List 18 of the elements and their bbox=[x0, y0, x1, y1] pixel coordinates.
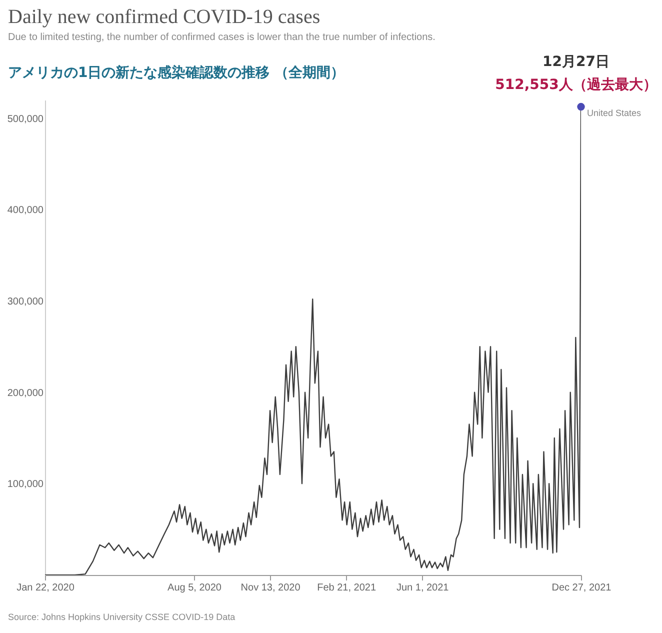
series-label: United States bbox=[587, 108, 642, 118]
x-tick-label: Nov 13, 2020 bbox=[240, 582, 301, 594]
x-tick-label: Dec 27, 2021 bbox=[552, 582, 612, 594]
source-note: Source: Johns Hopkins University CSSE COVID-19 Data bbox=[8, 612, 236, 622]
annotation: 512,553人（過去最大） bbox=[495, 76, 657, 93]
x-tick-label: Jun 1, 2021 bbox=[396, 582, 450, 594]
y-tick-label: 300,000 bbox=[7, 296, 44, 308]
x-tick-label: Jan 22, 2020 bbox=[16, 582, 75, 594]
y-tick-label: 400,000 bbox=[7, 205, 44, 216]
y-tick-label: 100,000 bbox=[7, 479, 44, 490]
chart-subtitle: Due to limited testing, the number of confirmed cases is lower than the true number of infections. bbox=[8, 32, 436, 43]
y-tick-label: 500,000 bbox=[7, 114, 44, 125]
annotation: 12月27日 bbox=[542, 54, 610, 70]
chart-title: Daily new confirmed COVID-19 cases bbox=[8, 6, 320, 29]
x-tick-label: Feb 21, 2021 bbox=[317, 582, 376, 594]
x-tick-label: Aug 5, 2020 bbox=[168, 582, 222, 594]
y-tick-label: 200,000 bbox=[7, 388, 44, 399]
text: アメリカの1日の新たな感染確認数の推移 （全期間） bbox=[8, 64, 345, 82]
